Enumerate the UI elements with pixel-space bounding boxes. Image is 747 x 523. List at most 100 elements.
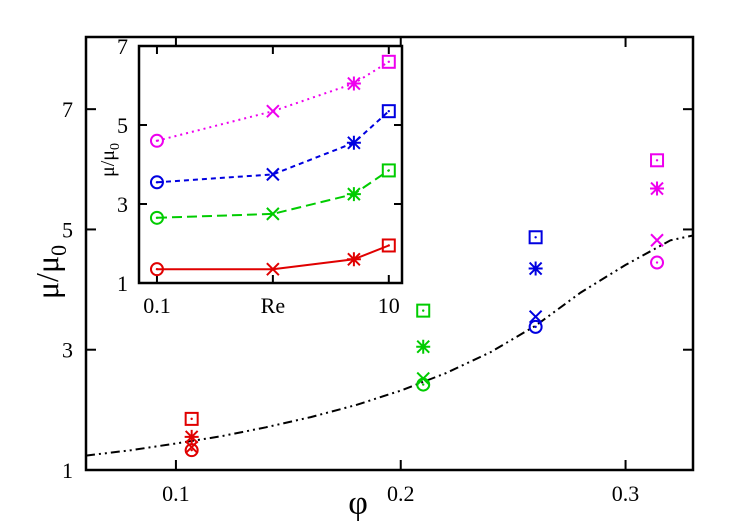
- main-data-point-box: [416, 303, 431, 318]
- inset-data-point: [346, 135, 361, 150]
- main-y-axis-label: μ/μ0: [29, 245, 71, 299]
- inset-series-line: [156, 110, 390, 184]
- main-x-axis-label: φ: [348, 485, 368, 522]
- main-x-tick-label: 0.1: [162, 481, 190, 506]
- main-data-point: [416, 377, 431, 392]
- inset-x-tick-label: 10: [378, 293, 400, 318]
- main-data-point-box: [528, 230, 543, 245]
- main-data-point-cross: [184, 440, 199, 454]
- inset-data-point: [346, 76, 361, 91]
- inset-y-axis-label: μ/μ0: [97, 143, 123, 177]
- main-y-axis-label-subscript: 0: [46, 245, 71, 256]
- inset-series-line: [156, 60, 390, 142]
- inset-data-point-dot: [387, 244, 390, 247]
- inset-data-point: [381, 104, 396, 119]
- inset-data-point-dot: [387, 169, 390, 172]
- inset-data-point: [381, 238, 396, 253]
- inset-data-point-box: [381, 54, 396, 69]
- main-data-point-dot: [655, 159, 659, 162]
- inset-data-point-cross: [266, 167, 280, 182]
- inset-data-point-cross: [266, 207, 280, 221]
- main-data-point-dot: [190, 448, 193, 452]
- inset-data-point-ring: [149, 210, 164, 225]
- inset-data-point-ring: [149, 175, 164, 190]
- main-data-point-ring: [650, 255, 665, 270]
- main-y-axis-label-group: μ/μ0: [29, 245, 71, 299]
- inset-data-point: [266, 262, 280, 276]
- main-data-point: [528, 319, 543, 334]
- main-data-point-ring: [528, 319, 543, 334]
- main-y-tick-label: 1: [62, 458, 73, 483]
- main-data-point: [650, 181, 665, 196]
- main-data-point: [416, 339, 431, 354]
- main-data-point: [650, 153, 665, 168]
- inset-data-point-star: [346, 76, 361, 91]
- inset-y-axis-label-subscript: 0: [108, 143, 123, 150]
- inset-plot-frame: [137, 44, 404, 285]
- inset-data-point: [346, 187, 361, 202]
- inset-data-point-star: [346, 135, 361, 150]
- inset-data-point: [266, 207, 280, 221]
- main-data-point: [184, 411, 199, 426]
- inset-y-tick-label: 3: [117, 192, 128, 217]
- inset-data-point: [149, 210, 164, 225]
- inset-y-axis-label-text: μ/μ: [97, 150, 119, 177]
- main-x-tick-label: 0.2: [387, 481, 415, 506]
- inset-data-point-star: [346, 252, 361, 267]
- inset-y-tick-label: 1: [117, 271, 128, 296]
- main-data-point-box: [184, 411, 199, 426]
- main-data-point-cross: [650, 233, 664, 247]
- inset-data-point-star: [346, 187, 361, 202]
- inset-data-point-cross: [266, 262, 280, 276]
- main-data-point-star: [650, 181, 665, 196]
- main-data-point-box: [650, 153, 665, 168]
- main-data-point-dot: [422, 383, 425, 386]
- main-data-point: [416, 303, 431, 318]
- main-data-point-dot: [534, 236, 537, 239]
- inset-data-point: [149, 133, 164, 148]
- inset-data-point-dot: [387, 109, 390, 113]
- main-data-point: [528, 309, 543, 324]
- main-data-point: [416, 371, 430, 386]
- main-y-tick-label: 7: [62, 97, 73, 122]
- inset-data-point-dot: [387, 60, 390, 63]
- inset-data-point-dot: [155, 181, 159, 184]
- main-data-point-ring: [184, 443, 199, 458]
- main-data-point-dot: [190, 417, 193, 421]
- inset-data-point-box: [381, 104, 396, 119]
- inset-data-point-ring: [149, 262, 164, 277]
- main-x-tick-label: 0.3: [612, 481, 640, 506]
- inset-data-point: [266, 104, 280, 118]
- inset-data-point: [381, 163, 396, 178]
- inset-data-point-cross: [266, 104, 280, 118]
- main-y-axis-label-text: μ/μ: [29, 256, 65, 299]
- inset-data-point: [149, 175, 164, 190]
- inset-data-point-dot: [155, 139, 159, 142]
- inset-x-tick-label: Re: [261, 293, 285, 318]
- main-data-point: [184, 429, 199, 444]
- inset-data-point: [266, 167, 280, 182]
- main-data-point: [184, 443, 199, 458]
- inset-y-tick-label: 7: [117, 34, 128, 59]
- main-data-point-dot: [655, 261, 659, 264]
- main-data-point-cross: [528, 309, 543, 324]
- inset-series-line: [156, 169, 390, 219]
- inset-data-point-dot: [155, 216, 159, 220]
- main-y-tick-label: 3: [62, 338, 73, 363]
- main-y-tick-label: 5: [62, 217, 73, 242]
- main-data-point-star: [184, 429, 199, 444]
- main-data-point-star: [528, 261, 543, 276]
- inset-data-point: [149, 262, 164, 277]
- main-data-point: [528, 230, 543, 245]
- main-plot: 0.1 0.2 0.3 1 3 5 7: [62, 35, 695, 506]
- inset-x-tick-label: 0.1: [143, 293, 171, 318]
- inset-series-line: [157, 244, 390, 271]
- inset-plot: 0.1 Re 10 1 3 5 7: [117, 34, 404, 318]
- inset-data-point: [381, 54, 396, 69]
- main-data-point: [528, 261, 543, 276]
- main-data-point: [650, 233, 664, 247]
- main-data-point-dot: [534, 325, 537, 329]
- main-data-point-dot: [422, 309, 425, 312]
- inset-y-tick-label: 5: [117, 113, 128, 138]
